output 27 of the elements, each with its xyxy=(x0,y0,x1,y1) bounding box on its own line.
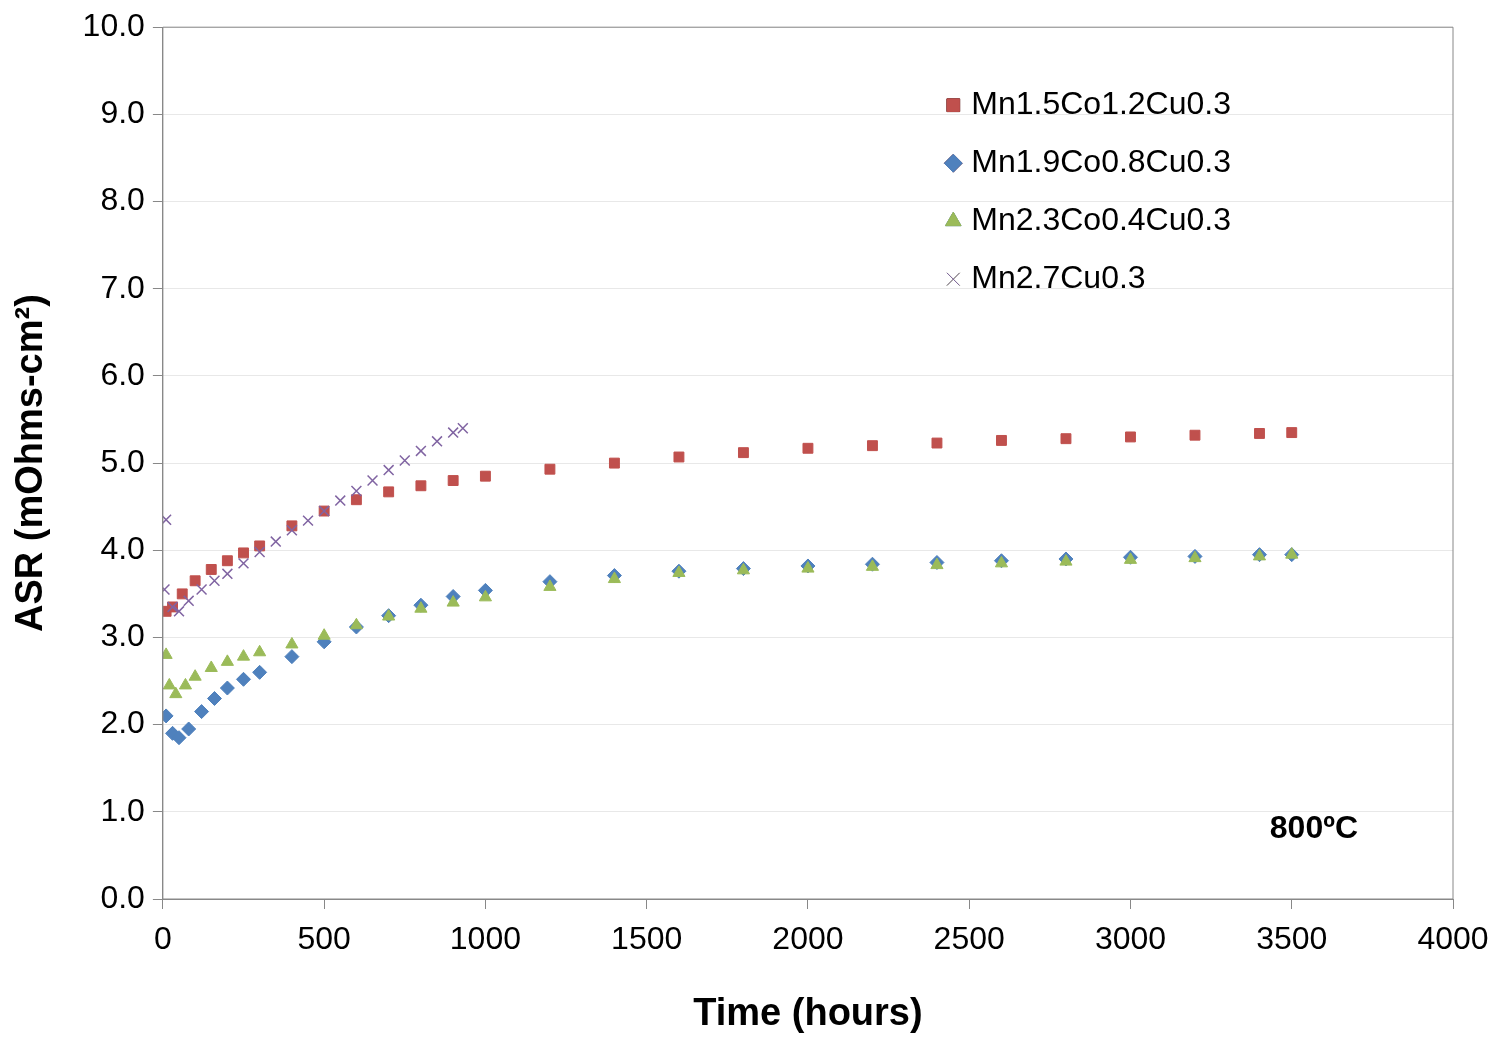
x-tick-label: 2000 xyxy=(772,920,844,957)
y-tick-label: 1.0 xyxy=(100,791,145,828)
legend-label: Mn1.5Co1.2Cu0.3 xyxy=(971,85,1231,122)
y-tick-label: 4.0 xyxy=(100,530,145,567)
legend-label: Mn2.7Cu0.3 xyxy=(971,259,1146,296)
x-tick-label: 3000 xyxy=(1094,920,1167,957)
y-tick-label: 10.0 xyxy=(82,7,145,44)
x-tick-label: 500 xyxy=(297,920,351,957)
x-tick-label: 3500 xyxy=(1256,920,1328,957)
y-tick-label: 7.0 xyxy=(100,268,145,305)
x-tick-label: 1500 xyxy=(611,920,683,957)
y-tick-label: 3.0 xyxy=(100,617,145,654)
x-tick-label: 2500 xyxy=(933,920,1005,957)
y-tick-label: 6.0 xyxy=(100,355,145,392)
x-tick-label: 4000 xyxy=(1417,920,1489,957)
legend-label: Mn1.9Co0.8Cu0.3 xyxy=(971,143,1231,180)
x-tick-label: 0 xyxy=(153,920,172,957)
y-tick-label: 8.0 xyxy=(100,181,145,218)
x-axis-title: Time (hours) xyxy=(693,990,923,1033)
y-tick-label: 5.0 xyxy=(100,442,145,479)
y-axis-title: ASR (mOhms-cm²) xyxy=(8,294,51,633)
y-tick-label: 2.0 xyxy=(100,704,145,741)
legend-label: Mn2.3Co0.4Cu0.3 xyxy=(971,201,1231,238)
y-tick-label: 9.0 xyxy=(100,94,145,131)
y-tick-label: 0.0 xyxy=(100,878,145,915)
x-tick-label: 1000 xyxy=(449,920,521,957)
annotation: 800ºC xyxy=(1269,808,1358,845)
